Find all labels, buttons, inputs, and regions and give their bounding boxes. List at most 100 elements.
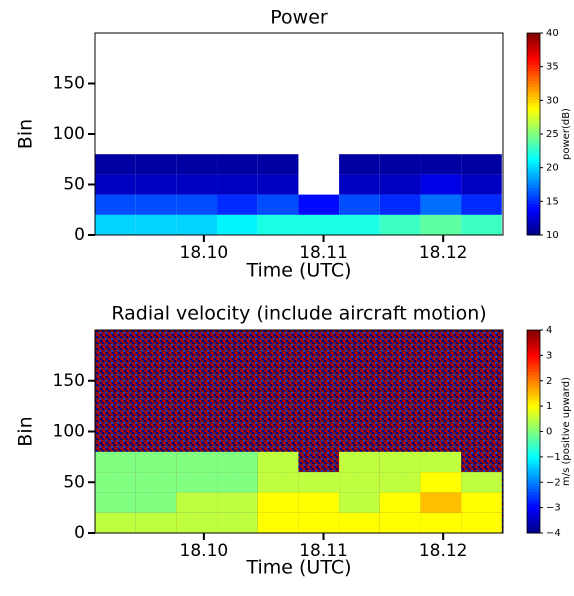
colorbar-label: power(dB) (561, 108, 572, 160)
x-tick-label: 18.10 (180, 243, 229, 263)
x-axis-label: Time (UTC) (245, 557, 351, 579)
colorbar-swatch (527, 152, 540, 157)
colorbar-swatch (527, 231, 540, 236)
colorbar-swatch (527, 485, 540, 490)
heatmap-cell (257, 194, 299, 215)
colorbar-swatch (527, 209, 540, 214)
heatmap-cell (379, 472, 421, 493)
heatmap-cell (379, 214, 421, 235)
heatmap-cell (135, 214, 177, 235)
colorbar-swatch (527, 36, 540, 40)
colorbar-swatch (527, 178, 540, 182)
colorbar-tick-label: 0 (546, 427, 552, 438)
heatmap-cell (176, 214, 218, 235)
colorbar-swatch (527, 447, 540, 452)
colorbar-swatch (527, 181, 540, 185)
y-tick-label: 50 (63, 175, 85, 195)
colorbar-swatch (527, 184, 540, 189)
heatmap-cell (95, 174, 136, 195)
heatmap-cell (217, 472, 258, 493)
colorbar-swatch (527, 390, 540, 394)
heatmap-cell (217, 154, 258, 175)
heatmap-cell (339, 472, 380, 493)
heatmap-cell (95, 512, 136, 533)
colorbar-swatch (527, 127, 540, 132)
heatmap-cell (379, 451, 421, 473)
colorbar-swatch (527, 507, 540, 512)
colorbar-tick-label: 20 (546, 163, 559, 174)
colorbar-swatch (527, 137, 540, 141)
x-tick-label: 18.11 (299, 243, 348, 263)
colorbar-swatch (527, 434, 540, 439)
y-tick-label: 100 (53, 124, 85, 144)
colorbar-swatch (527, 108, 540, 113)
heatmap-cell (176, 154, 218, 175)
colorbar-swatch (527, 412, 540, 417)
x-tick-label: 18.12 (419, 541, 468, 561)
colorbar-tick-label: 30 (546, 95, 559, 106)
heatmap-cell (298, 194, 340, 215)
colorbar-swatch (527, 472, 540, 477)
colorbar-swatch (527, 102, 540, 107)
y-tick-label: 100 (53, 422, 85, 442)
colorbar-swatch (527, 83, 540, 88)
colorbar-swatch (527, 45, 540, 50)
colorbar-tick-label: 4 (546, 325, 552, 336)
colorbar-swatch (527, 33, 540, 37)
colorbar-swatch (527, 216, 540, 220)
colorbar-swatch (527, 377, 540, 382)
heatmap-cell (135, 194, 177, 215)
colorbar-swatch (527, 526, 540, 531)
colorbar-swatch (527, 475, 540, 480)
y-tick-label: 0 (74, 523, 85, 543)
colorbar-swatch (527, 197, 540, 201)
colorbar-swatch (527, 96, 540, 100)
heatmap-cell (339, 451, 380, 473)
heatmap-cell (298, 472, 340, 493)
colorbar-swatch (527, 383, 540, 388)
colorbar-swatch (527, 200, 540, 204)
heatmap-cell (257, 472, 299, 493)
colorbar-swatch (527, 336, 540, 341)
colorbar-swatch (527, 206, 540, 211)
colorbar-swatch (527, 444, 540, 448)
colorbar-swatch (527, 513, 540, 518)
heatmap-cell (461, 174, 502, 195)
colorbar-swatch (527, 124, 540, 129)
colorbar-swatch (527, 428, 540, 432)
y-tick-label: 150 (53, 371, 85, 391)
colorbar-swatch (527, 228, 540, 233)
colorbar-swatch (527, 115, 540, 119)
colorbar-swatch (527, 156, 540, 160)
colorbar-swatch (527, 491, 540, 496)
colorbar-swatch (527, 130, 540, 135)
heatmap-cell (461, 512, 502, 533)
y-axis-label: Bin (15, 119, 37, 149)
heatmap-cell (339, 194, 380, 215)
colorbar-swatch (527, 162, 540, 167)
colorbar-swatch (527, 501, 540, 505)
colorbar-swatch (527, 368, 540, 372)
colorbar-swatch (527, 380, 540, 385)
colorbar-swatch (527, 482, 540, 486)
colorbar-swatch (527, 190, 540, 195)
heatmap-cell (135, 512, 177, 533)
heatmap-cell (95, 492, 136, 513)
heatmap-cell (95, 154, 136, 175)
colorbar-swatch (527, 55, 540, 59)
colorbar-swatch (527, 517, 540, 521)
colorbar-swatch (527, 466, 540, 471)
heatmap-cell (298, 512, 340, 533)
heatmap-cell (461, 214, 502, 235)
colorbar-swatch (527, 349, 540, 353)
colorbar-swatch (527, 67, 540, 72)
heatmap-cell (135, 472, 177, 493)
colorbar-swatch (527, 42, 540, 47)
heatmap-cell (135, 492, 177, 513)
colorbar-swatch (527, 146, 540, 151)
colorbar-swatch (527, 111, 540, 116)
y-tick-label: 150 (53, 74, 85, 94)
colorbar-swatch (527, 222, 540, 227)
heatmap-cell (95, 214, 136, 235)
heatmap-cell (461, 492, 502, 513)
